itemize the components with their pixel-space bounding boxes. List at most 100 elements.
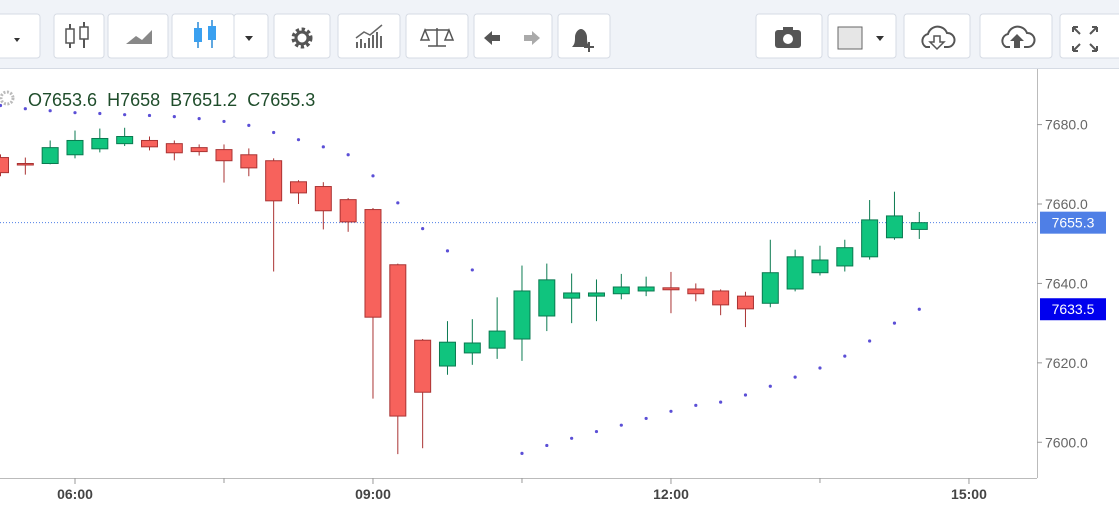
- y-tick-label: 7620.0: [1045, 355, 1088, 371]
- ohlc-value: 7658: [120, 90, 160, 110]
- fullscreen-button[interactable]: [1059, 13, 1119, 59]
- sar-dot: [793, 375, 797, 379]
- sar-dot: [371, 174, 375, 178]
- candle-body: [587, 292, 605, 297]
- candle-body: [140, 139, 158, 148]
- sar-dot: [48, 109, 52, 113]
- compare-button[interactable]: [405, 13, 469, 59]
- indicators-button[interactable]: [337, 13, 401, 59]
- cloud-download-button[interactable]: [903, 13, 971, 59]
- line-button[interactable]: [107, 13, 169, 59]
- candle-body: [438, 341, 456, 367]
- candle-body: [314, 186, 332, 212]
- candles: [0, 127, 928, 455]
- alert-button[interactable]: [557, 13, 611, 59]
- sar-dot: [619, 423, 623, 427]
- sar-dot: [123, 113, 127, 117]
- candle-body: [165, 143, 183, 154]
- candle-body: [538, 279, 556, 317]
- y-tick-label: 7660.0: [1045, 196, 1088, 212]
- candle-body: [389, 264, 407, 417]
- sar-label-box: [1040, 298, 1106, 321]
- candle-body: [885, 215, 903, 239]
- candle-body: [861, 219, 879, 258]
- settings-button[interactable]: [273, 13, 331, 59]
- candle-body: [786, 256, 804, 290]
- candle-body: [736, 295, 754, 310]
- cloud-upload-button[interactable]: [979, 13, 1053, 59]
- candle-body: [190, 147, 208, 153]
- sar-dot: [644, 416, 648, 421]
- candle-body: [66, 139, 84, 156]
- x-tick-label: 09:00: [355, 486, 391, 502]
- sar-dot: [23, 107, 27, 111]
- sar-dot: [222, 119, 226, 124]
- settings-icon: [0, 90, 15, 106]
- candle-body: [910, 222, 928, 230]
- ohlc-key: H: [107, 90, 120, 110]
- ohlc-key: C: [247, 90, 260, 110]
- candle-body: [91, 137, 109, 150]
- y-tick-label: 7600.0: [1045, 434, 1088, 450]
- sar-dot: [917, 307, 921, 311]
- sar-dot: [296, 138, 301, 142]
- color-button[interactable]: [827, 13, 897, 59]
- candle-body: [761, 272, 779, 304]
- screenshot-button[interactable]: [755, 13, 823, 59]
- candles-button[interactable]: [53, 13, 105, 59]
- chart-type-dropdown[interactable]: [233, 13, 269, 59]
- ohlc-key: B: [170, 90, 182, 110]
- candle-body: [811, 259, 829, 274]
- candle-body: [215, 149, 233, 162]
- candle-body: [116, 136, 134, 145]
- toolbar-buttons: [0, 13, 1119, 59]
- candle-body: [712, 290, 730, 306]
- candle-body: [364, 209, 382, 318]
- candle-body: [41, 147, 59, 165]
- undo-button[interactable]: [473, 13, 553, 59]
- sar-dot: [743, 393, 748, 397]
- candle-body: [687, 288, 705, 295]
- price-label: 7655.3: [1052, 215, 1095, 231]
- sar-label: 7633.5: [1052, 301, 1095, 317]
- candle-body: [463, 342, 481, 354]
- candle-body: [662, 287, 680, 291]
- sar-dot: [719, 400, 723, 404]
- sar-dot: [396, 201, 400, 205]
- candle-body: [339, 199, 357, 223]
- candle-body: [16, 163, 34, 166]
- sar-dot: [594, 429, 599, 434]
- candle-body: [836, 247, 854, 267]
- ohlc-value: 7653.6: [42, 90, 97, 110]
- candle-body: [0, 157, 9, 174]
- sar-dot: [0, 103, 3, 108]
- candle-body: [289, 181, 307, 194]
- dropdown-button[interactable]: [0, 13, 41, 59]
- sar-dot: [694, 403, 698, 407]
- x-tick-label: 12:00: [653, 486, 689, 502]
- ohlc-value: 7655.3: [260, 90, 315, 110]
- candle-body: [414, 339, 432, 393]
- sar-dot: [520, 451, 524, 455]
- sar-dots: [0, 103, 921, 455]
- price-label-box: [1040, 211, 1106, 234]
- sar-dot: [147, 113, 152, 118]
- ohlc-header: O7653.6 H7658 B7651.2 C7655.3: [28, 90, 315, 110]
- sar-dot: [98, 111, 102, 116]
- sar-dot: [445, 249, 450, 253]
- sar-dot: [470, 268, 474, 272]
- ohlc-value: 7651.2: [182, 90, 237, 110]
- candle-body: [637, 286, 655, 292]
- y-tick-label: 7680.0: [1045, 117, 1088, 133]
- candles-active-button[interactable]: [171, 13, 235, 59]
- sar-dot: [197, 117, 201, 121]
- candle-body: [488, 330, 506, 349]
- sar-dot: [843, 354, 847, 358]
- x-tick-label: 15:00: [951, 486, 987, 502]
- sar-dot: [421, 227, 425, 231]
- sar-dot: [868, 339, 872, 343]
- sar-dot: [545, 443, 549, 448]
- sar-dot: [73, 111, 77, 115]
